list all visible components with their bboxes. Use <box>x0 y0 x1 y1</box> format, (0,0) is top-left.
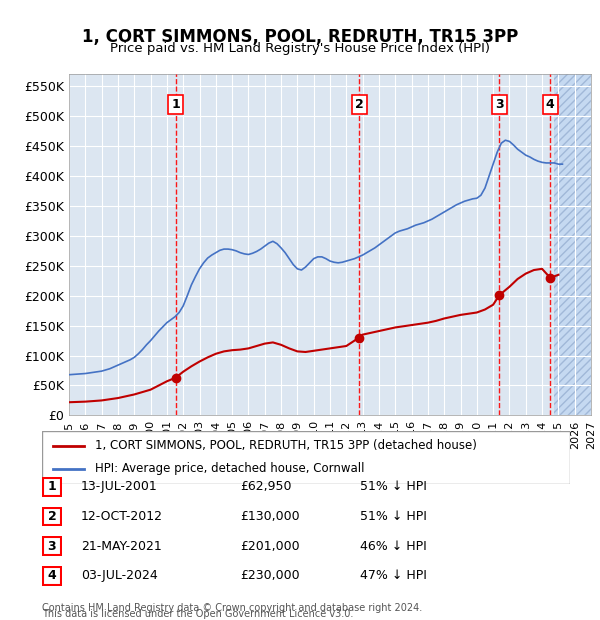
Text: 51% ↓ HPI: 51% ↓ HPI <box>360 510 427 523</box>
FancyBboxPatch shape <box>43 567 61 585</box>
Text: 46% ↓ HPI: 46% ↓ HPI <box>360 540 427 552</box>
Text: 47% ↓ HPI: 47% ↓ HPI <box>360 570 427 582</box>
Text: 1, CORT SIMMONS, POOL, REDRUTH, TR15 3PP (detached house): 1, CORT SIMMONS, POOL, REDRUTH, TR15 3PP… <box>95 439 476 452</box>
FancyBboxPatch shape <box>43 538 61 555</box>
Text: £62,950: £62,950 <box>240 480 292 493</box>
Text: £201,000: £201,000 <box>240 540 299 552</box>
FancyBboxPatch shape <box>43 478 61 495</box>
Text: 21-MAY-2021: 21-MAY-2021 <box>81 540 162 552</box>
Text: 3: 3 <box>495 98 503 111</box>
Text: 4: 4 <box>47 570 56 582</box>
Text: 2: 2 <box>355 98 364 111</box>
Text: Contains HM Land Registry data © Crown copyright and database right 2024.: Contains HM Land Registry data © Crown c… <box>42 603 422 613</box>
Text: £230,000: £230,000 <box>240 570 299 582</box>
Text: 13-JUL-2001: 13-JUL-2001 <box>81 480 158 493</box>
Text: 2: 2 <box>47 510 56 523</box>
Text: 3: 3 <box>47 540 56 552</box>
Text: Price paid vs. HM Land Registry's House Price Index (HPI): Price paid vs. HM Land Registry's House … <box>110 42 490 55</box>
FancyBboxPatch shape <box>43 508 61 525</box>
Text: 51% ↓ HPI: 51% ↓ HPI <box>360 480 427 493</box>
Text: 1: 1 <box>171 98 180 111</box>
Text: 03-JUL-2024: 03-JUL-2024 <box>81 570 158 582</box>
FancyBboxPatch shape <box>42 431 570 484</box>
Text: 4: 4 <box>546 98 554 111</box>
Text: £130,000: £130,000 <box>240 510 299 523</box>
Text: 1: 1 <box>47 480 56 493</box>
Text: HPI: Average price, detached house, Cornwall: HPI: Average price, detached house, Corn… <box>95 463 364 476</box>
Text: 12-OCT-2012: 12-OCT-2012 <box>81 510 163 523</box>
Text: This data is licensed under the Open Government Licence v3.0.: This data is licensed under the Open Gov… <box>42 609 353 619</box>
Bar <box>554 74 591 415</box>
Text: 1, CORT SIMMONS, POOL, REDRUTH, TR15 3PP: 1, CORT SIMMONS, POOL, REDRUTH, TR15 3PP <box>82 28 518 46</box>
